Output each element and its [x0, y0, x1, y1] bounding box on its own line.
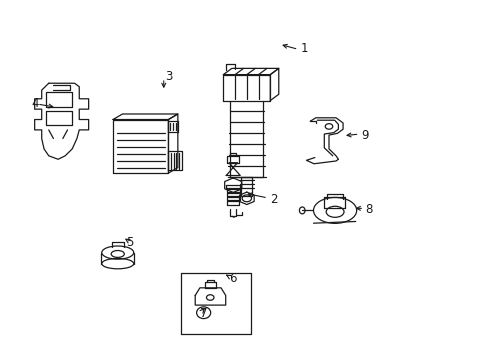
Text: 8: 8 [365, 203, 372, 216]
Text: 5: 5 [126, 237, 133, 249]
Text: 4: 4 [31, 98, 39, 111]
Text: 9: 9 [360, 129, 367, 141]
Text: 1: 1 [300, 42, 308, 55]
Text: 2: 2 [270, 193, 277, 206]
Text: 3: 3 [164, 70, 172, 83]
Text: 7: 7 [200, 307, 207, 320]
Text: 6: 6 [229, 272, 237, 285]
